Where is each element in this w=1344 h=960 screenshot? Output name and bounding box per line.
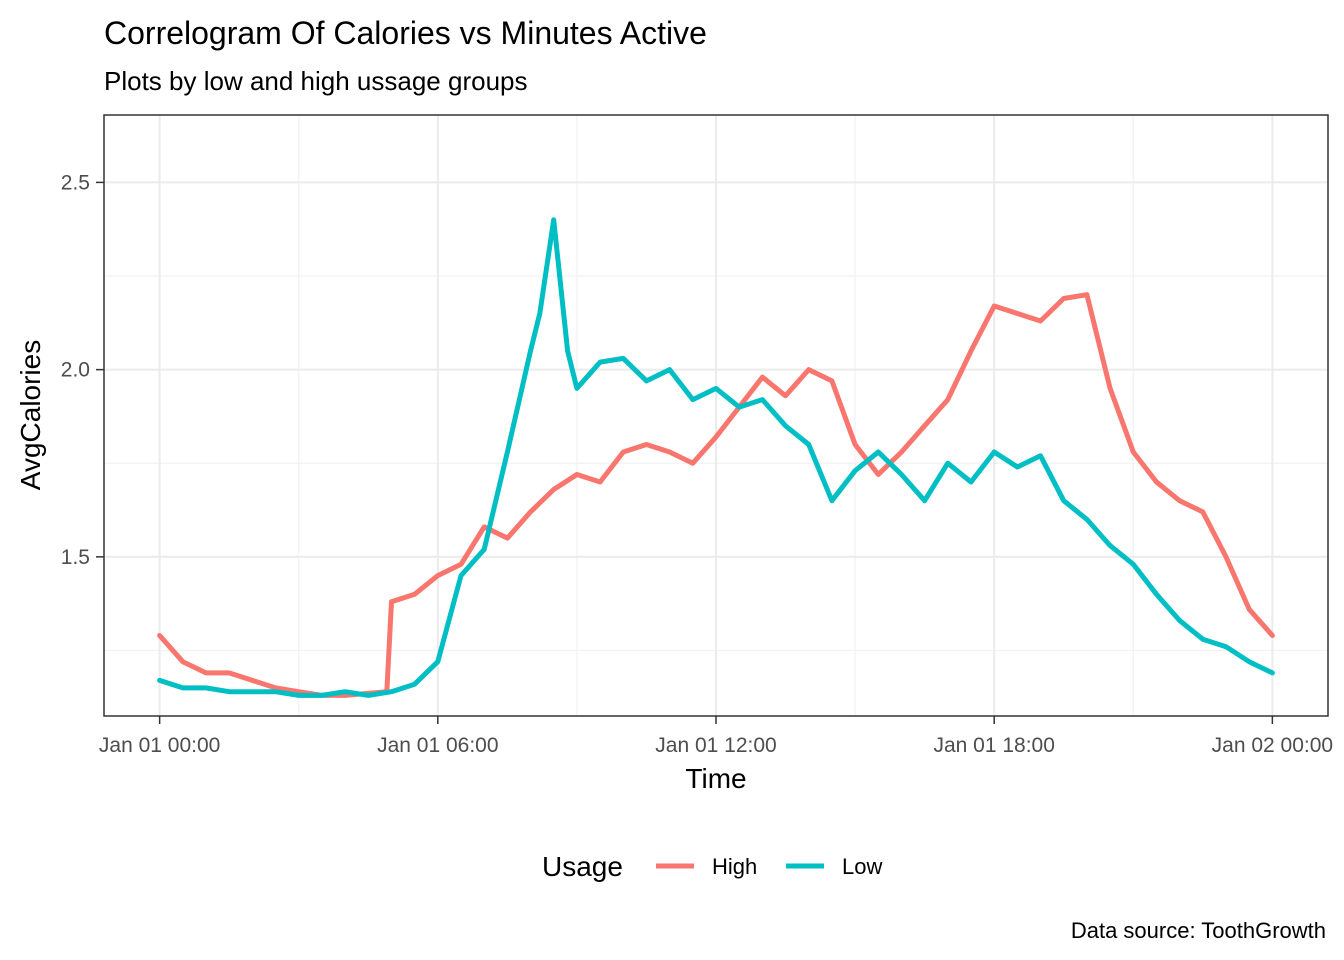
legend-label-high: High xyxy=(712,854,757,879)
legend-title: Usage xyxy=(542,851,623,882)
legend-label-low: Low xyxy=(842,854,882,879)
series-line-low xyxy=(157,217,1275,698)
y-tick-label: 2.0 xyxy=(61,359,90,382)
x-tick-label: Jan 01 18:00 xyxy=(933,734,1054,757)
series-lines xyxy=(157,217,1275,698)
x-tick-label: Jan 01 12:00 xyxy=(655,734,776,757)
x-axis-title: Time xyxy=(685,763,746,794)
chart-subtitle: Plots by low and high ussage groups xyxy=(104,66,528,96)
y-tick-label: 1.5 xyxy=(61,546,90,569)
x-tick-label: Jan 01 00:00 xyxy=(99,734,220,757)
x-tick-label: Jan 02 00:00 xyxy=(1212,734,1333,757)
series-line-high xyxy=(157,292,1275,698)
chart-title: Correlogram Of Calories vs Minutes Activ… xyxy=(104,15,707,51)
y-axis-title: AvgCalories xyxy=(15,340,46,490)
major-gridlines xyxy=(104,115,1328,716)
x-axis: Jan 01 00:00 Jan 01 06:00 Jan 01 12:00 Jan … xyxy=(99,716,1333,757)
legend: Usage High Low xyxy=(542,851,882,882)
y-tick-label: 2.5 xyxy=(61,171,90,194)
chart-caption: Data source: ToothGrowth xyxy=(1071,918,1326,943)
y-axis: 1.5 2.0 2.5 xyxy=(61,171,104,569)
x-tick-label: Jan 01 06:00 xyxy=(377,734,498,757)
